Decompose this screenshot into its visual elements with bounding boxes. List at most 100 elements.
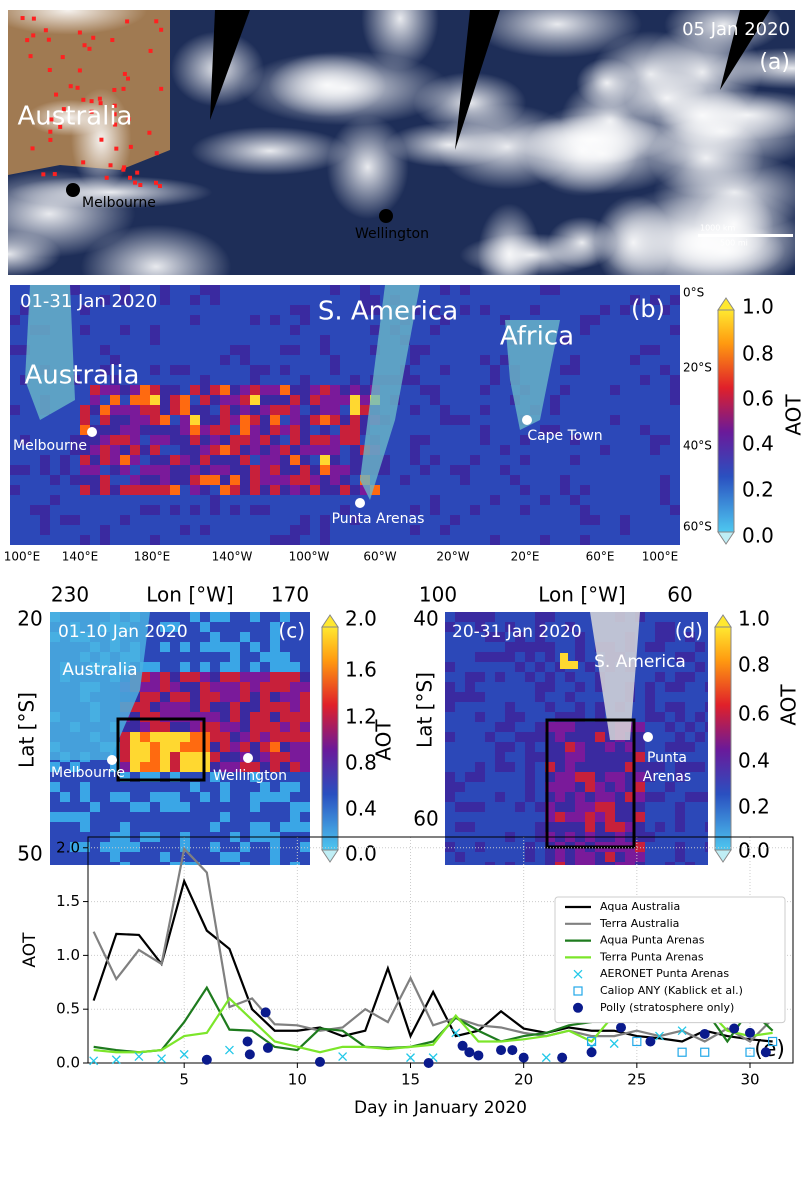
heat-cell — [550, 465, 560, 475]
heat-cell — [150, 852, 160, 862]
heat-cell — [120, 742, 130, 752]
heat-cells — [0, 0, 806, 865]
heat-cell — [500, 445, 510, 455]
heat-cell — [100, 782, 110, 792]
heat-cell — [70, 515, 80, 525]
heat-cell — [650, 435, 660, 445]
heat-cell — [220, 485, 230, 495]
heat-cell — [525, 822, 535, 832]
heat-cell — [210, 842, 220, 852]
heat-cell — [90, 325, 100, 335]
heat-cell — [290, 702, 300, 712]
heat-cell — [160, 852, 170, 862]
heat-cell — [180, 375, 190, 385]
heat-cell — [40, 425, 50, 435]
heat-cell — [290, 772, 300, 782]
heat-cell — [170, 812, 180, 822]
land — [590, 612, 640, 740]
heat-cell — [560, 305, 570, 315]
heat-cell — [140, 435, 150, 445]
heat-cell — [180, 682, 190, 692]
fire-spot — [25, 38, 30, 43]
cloud — [647, 118, 765, 198]
heat-cell — [250, 445, 260, 455]
heat-cell — [290, 852, 300, 862]
heat-cell — [200, 465, 210, 475]
heat-cell — [320, 355, 330, 365]
heat-cell — [260, 465, 270, 475]
heat-cell — [100, 345, 110, 355]
heat-cell — [70, 325, 80, 335]
heat-cell — [475, 702, 485, 712]
heat-cell — [480, 355, 490, 365]
heat-cell — [320, 325, 330, 335]
heat-cell — [360, 325, 370, 335]
heat-cell — [260, 485, 270, 495]
heat-cell — [590, 435, 600, 445]
heat-cell — [430, 305, 440, 315]
heat-cell — [20, 385, 30, 395]
heat-cell — [370, 525, 380, 535]
heat-cell — [520, 535, 530, 545]
heat-cell — [470, 505, 480, 515]
heat-cell — [445, 652, 455, 662]
heat-cell — [495, 662, 505, 672]
heat-cell — [260, 622, 270, 632]
heat-cell — [200, 505, 210, 515]
heat-cell — [280, 305, 290, 315]
heat-cell — [625, 762, 635, 772]
heat-cell — [655, 842, 665, 852]
heat-cell — [555, 752, 565, 762]
heat-cell — [260, 305, 270, 315]
heat-cell — [230, 852, 240, 862]
heat-cell — [170, 842, 180, 852]
heat-cell — [170, 435, 180, 445]
heat-cell — [90, 822, 100, 832]
heat-cell — [220, 295, 230, 305]
heat-cell — [625, 782, 635, 792]
heat-cell — [545, 722, 555, 732]
fire-spot — [133, 180, 138, 185]
heat-cell — [60, 425, 70, 435]
heat-cell — [180, 642, 190, 652]
heat-cell — [60, 852, 70, 862]
city-label: Punta Arenas — [332, 511, 425, 527]
heat-cell — [400, 415, 410, 425]
fire-spot — [128, 144, 133, 149]
heat-cell — [310, 375, 320, 385]
heat-cell — [80, 425, 90, 435]
heat-cell — [555, 722, 565, 732]
heat-cell — [230, 415, 240, 425]
heat-cell — [420, 485, 430, 495]
heat-cell — [180, 495, 190, 505]
heat-cell — [660, 365, 670, 375]
heat-cell — [555, 632, 565, 642]
heat-cell — [640, 295, 650, 305]
heat-cell — [620, 345, 630, 355]
heat-cell — [445, 852, 455, 862]
heat-cell — [370, 315, 380, 325]
heat-cell — [280, 455, 290, 465]
heat-cell — [120, 305, 130, 315]
heat-cell — [570, 415, 580, 425]
heat-cell — [460, 535, 470, 545]
heat-cell — [660, 435, 670, 445]
heat-cell — [705, 672, 708, 682]
heat-cell — [10, 415, 20, 425]
fire-spot — [41, 172, 46, 177]
heat-cell — [130, 812, 140, 822]
heat-cell — [220, 682, 230, 692]
heat-cell — [240, 682, 250, 692]
heat-cell — [705, 762, 708, 772]
heat-cell — [220, 315, 230, 325]
heat-cell — [160, 525, 170, 535]
heat-cell — [190, 425, 200, 435]
heat-cell — [670, 375, 680, 385]
heat-cell — [440, 315, 450, 325]
heat-cell — [280, 742, 290, 752]
heat-cell — [120, 375, 130, 385]
heat-cell — [390, 465, 400, 475]
heat-cell — [535, 772, 545, 782]
panel-label: (d) — [675, 619, 703, 643]
heat-cell — [565, 862, 575, 865]
